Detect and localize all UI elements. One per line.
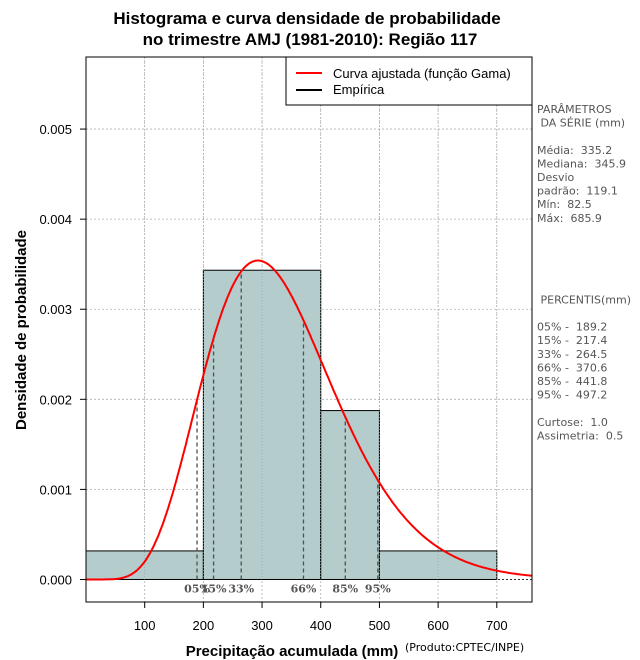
x-tick-label-2: 300 xyxy=(251,618,273,633)
side-panel-line-23: Curtose: 1.0 xyxy=(537,416,608,429)
side-panel-line-8: Máx: 685.9 xyxy=(537,212,602,225)
y-tick-label-3: 0.003 xyxy=(39,302,72,317)
legend-label-curve: Curva ajustada (função Gama) xyxy=(333,66,511,81)
x-tick-label-1: 200 xyxy=(193,618,215,633)
chart-title-line-2: no trimestre AMJ (1981-2010): Região 117 xyxy=(143,30,478,49)
side-panel-line-16: 05% - 189.2 xyxy=(537,321,607,334)
x-axis-title: Precipitação acumulada (mm) xyxy=(186,643,399,660)
percentile-label-1: 15% xyxy=(201,582,227,595)
axis-ticks: 100 200 300 400 500 600 700 0.000 0.001 0.002 0.00… xyxy=(39,122,507,633)
x-tick-label-4: 500 xyxy=(369,618,391,633)
y-tick-label-4: 0.004 xyxy=(39,212,72,227)
percentile-lines xyxy=(196,271,379,580)
histogram-bars xyxy=(85,57,532,580)
gamma-curve-layer xyxy=(86,259,533,581)
legend-label-empirical: Empírica xyxy=(333,82,385,97)
legend-box xyxy=(285,56,533,106)
histogram-bar-2 xyxy=(320,410,380,580)
y-axis-title: Densidade de probabilidade xyxy=(13,230,30,430)
side-panel-line-0: PARÂMETROS xyxy=(537,103,612,116)
chart-title-line-1: Histograma e curva densidade de probabil… xyxy=(113,9,500,28)
side-panel-line-17: 15% - 217.4 xyxy=(537,334,607,347)
y-tick-label-1: 0.001 xyxy=(39,482,72,497)
side-panel-line-5: Desvio xyxy=(537,171,575,184)
percentile-label-4: 85% xyxy=(332,582,358,595)
percentile-label-3: 66% xyxy=(291,582,317,595)
side-panel-line-20: 85% - 441.8 xyxy=(537,375,607,388)
side-panel-line-14: PERCENTIS(mm) xyxy=(537,293,631,306)
gamma-curve xyxy=(86,259,533,581)
parameters-panel: PARÂMETROS DA SÉRIE (mm) Média: 335.2Medi… xyxy=(537,103,631,442)
x-tick-label-5: 600 xyxy=(427,618,449,633)
y-tick-label-2: 0.002 xyxy=(39,392,72,407)
x-tick-label-3: 400 xyxy=(310,618,332,633)
product-credit: (Produto:CPTEC/INPE) xyxy=(405,641,524,654)
side-panel-line-24: Assimetria: 0.5 xyxy=(537,429,623,442)
side-panel-line-19: 66% - 370.6 xyxy=(537,361,607,374)
percentile-labels: 05%15% 33% 66% 85% 95% xyxy=(184,582,391,595)
side-panel-line-21: 95% - 497.2 xyxy=(537,389,607,402)
side-panel-line-7: Mín: 82.5 xyxy=(537,198,592,211)
y-tick-label-5: 0.005 xyxy=(39,122,72,137)
side-panel-line-4: Mediana: 345.9 xyxy=(537,157,626,170)
side-panel-line-3: Média: 335.2 xyxy=(537,144,612,157)
x-tick-label-6: 700 xyxy=(486,618,508,633)
percentile-label-2: 33% xyxy=(228,582,254,595)
y-tick-label-0: 0.000 xyxy=(39,572,72,587)
percentile-label-5: 95% xyxy=(365,582,391,595)
side-panel-line-18: 33% - 264.5 xyxy=(537,348,607,361)
side-panel-line-6: padrão: 119.1 xyxy=(537,185,618,198)
side-panel-line-1: DA SÉRIE (mm) xyxy=(537,117,625,130)
legend: Curva ajustada (função Gama) Empírica xyxy=(285,56,533,106)
x-tick-label-0: 100 xyxy=(134,618,156,633)
percentile-label-0: 05% xyxy=(184,582,210,595)
